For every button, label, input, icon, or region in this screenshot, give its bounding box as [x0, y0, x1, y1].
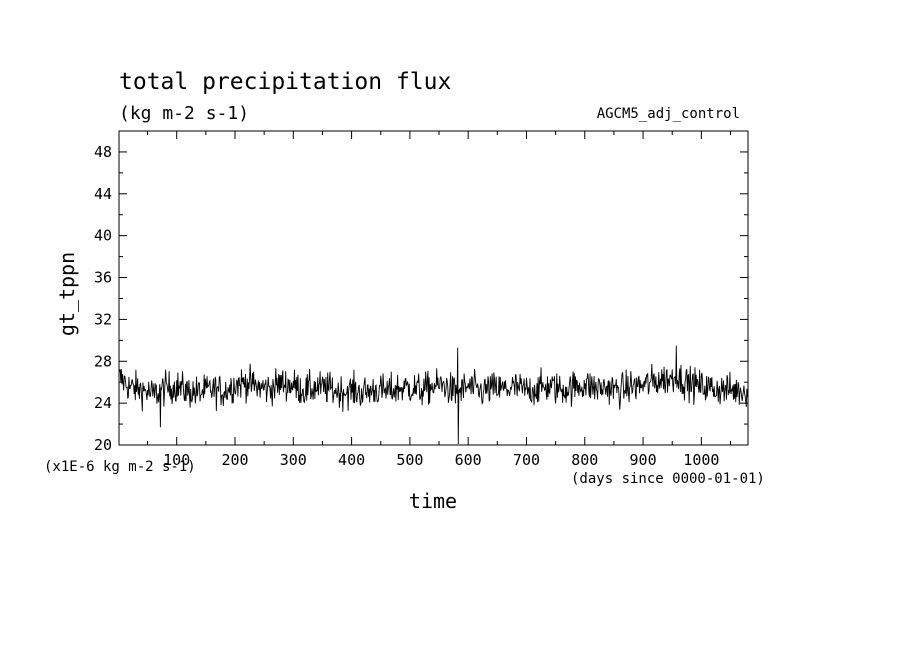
x-axis-ticks: 100 200 300 400 500 600 700 800 900 1000 [147, 131, 732, 469]
plot-area: 100 200 300 400 500 600 700 800 900 1000 20 24 28 32… [94, 130, 749, 469]
y-axis-ticks: 20 24 28 32 36 40 44 48 [94, 130, 748, 454]
x-tick-label: 100 [163, 451, 190, 469]
x-tick-label: 400 [338, 451, 365, 469]
y-tick-label: 40 [94, 227, 112, 245]
x-tick-label: 700 [513, 451, 540, 469]
x-tick-label: 900 [630, 451, 657, 469]
x-tick-label: 1000 [683, 451, 719, 469]
chart-subtitle: (kg m-2 s-1) [119, 103, 249, 124]
y-tick-label: 24 [94, 394, 112, 412]
y-tick-label: 32 [94, 310, 112, 328]
y-tick-label: 44 [94, 185, 112, 203]
chart-title: total precipitation flux [119, 69, 451, 95]
y-tick-label: 28 [94, 352, 112, 370]
series-line [118, 345, 749, 444]
y-tick-label: 48 [94, 143, 112, 161]
y-axis-label: gt_tppn [55, 252, 79, 336]
y-tick-label: 20 [94, 436, 112, 454]
x-axis-label: time [409, 489, 457, 513]
x-tick-label: 800 [571, 451, 598, 469]
plot-frame [118, 130, 749, 446]
x-units-note: (days since 0000-01-01) [571, 471, 765, 487]
x-tick-label: 200 [221, 451, 248, 469]
y-tick-label: 36 [94, 269, 112, 287]
x-tick-label: 300 [280, 451, 307, 469]
dataset-label: AGCM5_adj_control [597, 106, 740, 122]
y-scale-note: (x1E-6 kg m-2 s-1) [44, 459, 196, 475]
x-tick-label: 500 [396, 451, 423, 469]
x-tick-label: 600 [455, 451, 482, 469]
